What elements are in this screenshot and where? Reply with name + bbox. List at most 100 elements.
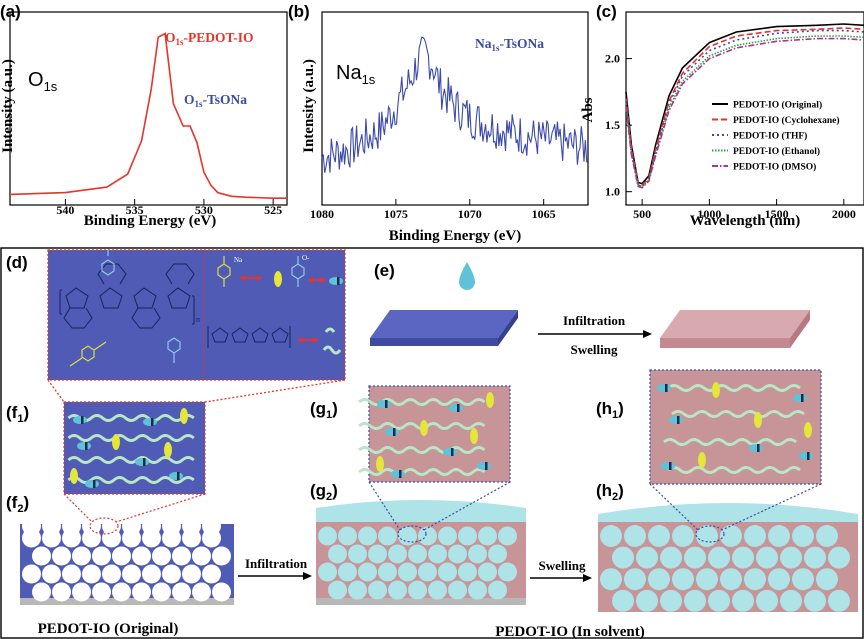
inverse-opal-swollen: [598, 503, 858, 612]
panel-a-ann2-main: O: [184, 92, 195, 107]
dopant-legend: Na O-: [207, 254, 343, 355]
pore-sphere: [102, 564, 121, 584]
panel-c-ticks: 500 1000 1500 2000 1.0 1.5 2.0: [605, 52, 856, 221]
panel-c-xtick-label: 1500: [765, 207, 789, 221]
pore-sphere: [142, 564, 161, 584]
label-f2-main: (f: [6, 493, 18, 512]
pore-sphere: [458, 526, 477, 546]
label-e: (e): [374, 261, 395, 280]
pore-sphere: [358, 526, 377, 546]
label-g1: (g1): [310, 399, 338, 421]
panel-b-element-main: Na: [336, 62, 362, 84]
label-h1-end: ): [618, 399, 624, 418]
panel-b-tick-label: 1065: [532, 207, 556, 221]
pore-sphere: [498, 526, 517, 546]
pore-sphere: [828, 589, 850, 612]
pore-sphere: [192, 582, 211, 602]
label-f1-main: (f: [6, 403, 18, 422]
pore-sphere: [348, 580, 367, 600]
pore-sphere: [684, 589, 706, 612]
panel-b-label: (b): [288, 2, 310, 21]
pore-sphere: [768, 525, 790, 547]
label-h1: (h1): [596, 399, 624, 421]
pore-sphere: [624, 568, 646, 591]
pore-sphere: [82, 564, 101, 584]
pore-sphere: [780, 546, 802, 569]
zoom-line-f2-right: [115, 493, 206, 523]
o-minus-label: O-: [302, 254, 310, 262]
pore-sphere: [720, 525, 742, 547]
label-f1-end: ): [23, 403, 29, 422]
pore-sphere: [600, 568, 622, 591]
pore-sphere: [92, 546, 111, 566]
swelling-bottom-label: Swelling: [539, 558, 586, 573]
pore-sphere: [42, 564, 61, 584]
label-g1-end: ): [332, 399, 338, 418]
pore-sphere: [428, 544, 447, 564]
pore-sphere: [428, 580, 447, 600]
pore-sphere: [112, 546, 131, 566]
label-d: (d): [6, 253, 28, 272]
caption-original: PEDOT-IO (Original): [38, 621, 179, 637]
panel-a-tick-label: 530: [195, 203, 213, 217]
pore-sphere: [756, 589, 778, 612]
panel-c-legend-label: PEDOT-IO (Original): [733, 100, 822, 111]
panel-a-ann1-main: O: [165, 30, 176, 45]
pore-sphere-top: [22, 516, 41, 536]
schematic-frame: [0, 247, 864, 639]
pore-sphere: [72, 546, 91, 566]
panel-c-legend-label: PEDOT-IO (DMSO): [733, 162, 816, 173]
pore-sphere: [804, 546, 826, 569]
pore-sphere: [660, 546, 682, 569]
panel-c-series-line: [625, 27, 864, 186]
panel-a-tick-label: 535: [126, 203, 144, 217]
panel-b-tick-label: 1075: [384, 207, 408, 221]
pore-sphere: [816, 568, 838, 591]
pore-sphere: [458, 562, 477, 582]
pore-sphere: [378, 562, 397, 582]
chem-inset-background: [48, 250, 345, 380]
panel-a-ylabel: Intensity (a.u.): [0, 59, 16, 153]
arrow-bottom-1-head: [303, 572, 312, 580]
pore-sphere: [62, 564, 81, 584]
na-label: Na: [234, 256, 243, 264]
pore-sphere: [418, 526, 437, 546]
chem-subscript-n: n: [196, 315, 200, 324]
red-arrowheads-2: [308, 277, 326, 283]
chem-inset: n Na O-: [47, 249, 346, 381]
pore-sphere: [612, 589, 634, 612]
panel-a-xlabel: Binding Energy (eV): [84, 213, 217, 229]
pore-sphere-top: [82, 516, 101, 536]
pore-sphere: [696, 525, 718, 547]
pore-sphere: [488, 580, 507, 600]
panel-a-x-ticks: 540 535 530 525: [56, 199, 282, 217]
pore-sphere: [792, 525, 814, 547]
pore-sphere-top: [142, 516, 161, 536]
pore-sphere: [696, 568, 718, 591]
panel-a: (a) 540 535 530 525 O1s O1s-PEDOT-IO O1s-Ts…: [0, 2, 288, 229]
label-f2-sub: 2: [17, 503, 23, 515]
pore-sphere: [22, 564, 41, 584]
panel-b-ylabel: Intensity (a.u.): [301, 59, 317, 153]
panel-a-annotation-1: O1s-PEDOT-IO: [165, 30, 254, 47]
pore-sphere: [162, 564, 181, 584]
label-h2: (h2): [596, 481, 624, 503]
panel-a-tick-label: 540: [56, 203, 74, 217]
pore-sphere: [152, 546, 171, 566]
inverse-opal-original: [20, 516, 234, 605]
pore-sphere: [52, 546, 71, 566]
panel-b-ann1-rest: -TsONa: [500, 36, 545, 51]
pore-sphere: [720, 568, 742, 591]
panel-c-label: (c): [596, 2, 617, 21]
red-arrowheads-1: [240, 275, 262, 281]
pore-sphere: [624, 525, 646, 547]
caption-solvent: PEDOT-IO (In solvent): [495, 624, 644, 639]
label-g1-sub: 1: [326, 409, 332, 421]
pore-sphere: [112, 582, 131, 602]
panel-c-xlabel: Wavelength (nm): [690, 213, 800, 229]
panel-c-ytick-label: 2.0: [605, 52, 620, 66]
pore-sphere: [660, 589, 682, 612]
pore-sphere: [792, 568, 814, 591]
label-h2-sub: 2: [612, 491, 618, 503]
